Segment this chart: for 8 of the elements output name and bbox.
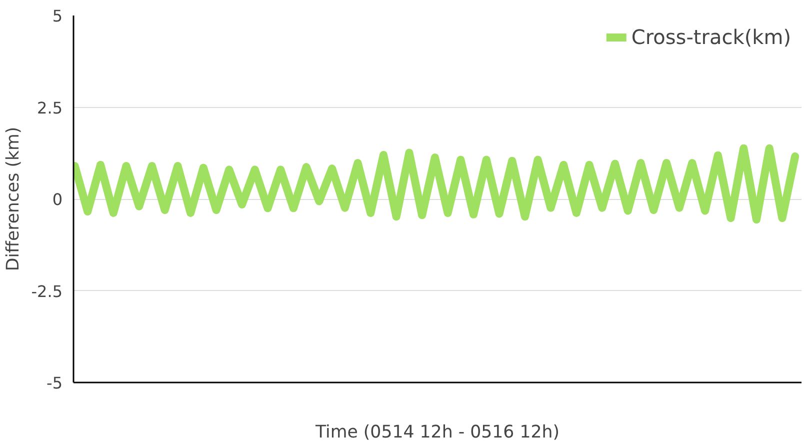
legend-label: Cross-track(km) <box>631 25 791 49</box>
y-tick-label: -2.5 <box>31 282 62 301</box>
y-tick-label: 5 <box>52 6 63 26</box>
y-tick-label: 2.5 <box>37 98 63 118</box>
y-axis-title: Differences (km) <box>3 126 24 272</box>
y-tick-label: 0 <box>52 190 63 209</box>
x-axis-title: Time (0514 12h - 0516 12h) <box>314 422 560 442</box>
y-tick-label: -5 <box>46 374 62 392</box>
